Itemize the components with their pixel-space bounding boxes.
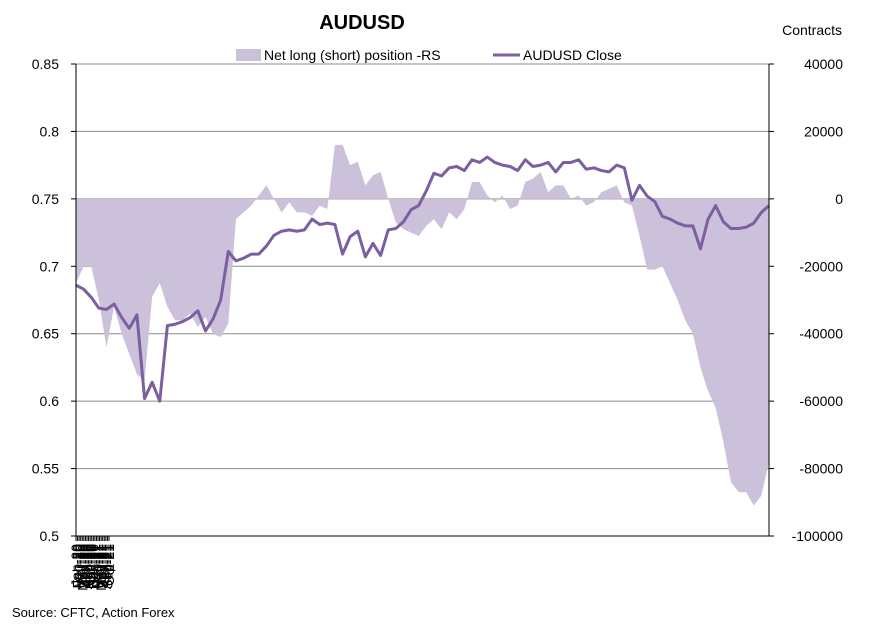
axes xyxy=(75,64,770,537)
left-axis-ticks: 0.5 0.55 0.6 0.65 0.7 0.75 0.8 0.85 xyxy=(32,56,76,544)
x-tick-label: Aug-21 xyxy=(98,544,114,589)
x-tick-label: Oct-21 xyxy=(101,544,117,586)
line-series xyxy=(75,155,770,403)
right-tick-label: 20000 xyxy=(804,123,843,139)
x-tick-label: Dec-20 xyxy=(85,544,101,589)
x-tick-label: Apr-21 xyxy=(92,544,108,586)
x-tick-label: Jun-21 xyxy=(95,544,111,587)
legend: Net long (short) position -RS AUDUSD Clo… xyxy=(236,47,622,63)
x-tick-label: Aug-20 xyxy=(79,544,95,589)
x-tick-label: Jan-21 xyxy=(87,544,103,587)
left-tick-label: 0.6 xyxy=(40,393,60,409)
right-tick-label: -40000 xyxy=(799,326,843,342)
right-tick-label: -80000 xyxy=(799,461,843,477)
legend-swatch-area xyxy=(236,49,261,61)
x-tick-label: Jun-20 xyxy=(76,544,92,587)
x-tick-label: May-21 xyxy=(93,544,109,591)
x-tick-label: Sep-21 xyxy=(99,544,115,589)
x-tick-label: Mar-20 xyxy=(71,544,87,589)
right-axis-title: Contracts xyxy=(782,22,842,38)
x-tick-label: May-20 xyxy=(74,544,90,591)
left-tick-label: 0.85 xyxy=(32,56,59,72)
left-tick-label: 0.65 xyxy=(32,326,59,342)
left-tick-label: 0.8 xyxy=(40,123,60,139)
right-axis-ticks: -100000 -80000 -60000 -40000 -20000 0 20000 400… xyxy=(769,56,843,544)
right-tick-label: 40000 xyxy=(804,56,843,72)
x-tick-label: Oct-20 xyxy=(82,544,98,586)
right-tick-label: -60000 xyxy=(799,393,843,409)
left-tick-label: 0.55 xyxy=(32,461,59,477)
x-tick-label: Jul-21 xyxy=(96,544,112,582)
x-tick-label: Feb-20 xyxy=(70,544,86,589)
legend-label-area: Net long (short) position -RS xyxy=(264,47,441,63)
source-note: Source: CFTC, Action Forex xyxy=(12,605,175,620)
net-position-area xyxy=(76,144,769,506)
left-tick-label: 0.75 xyxy=(32,191,59,207)
right-tick-label: -100000 xyxy=(792,528,844,544)
area-series xyxy=(76,144,769,506)
right-tick-label: 0 xyxy=(835,191,843,207)
chart-title: AUDUSD xyxy=(319,12,405,34)
x-tick-label: Mar-21 xyxy=(90,544,106,589)
x-tick-label: Nov-20 xyxy=(84,544,100,589)
x-tick-label: Jan-20 xyxy=(68,544,84,587)
x-axis-ticks: Jan-20Feb-20Mar-20Apr-20May-20Jun-20Jul-… xyxy=(68,536,117,591)
left-tick-label: 0.7 xyxy=(40,258,60,274)
legend-label-line: AUDUSD Close xyxy=(523,47,622,63)
right-tick-label: -20000 xyxy=(799,258,843,274)
left-tick-label: 0.5 xyxy=(40,528,60,544)
x-tick-label: Apr-20 xyxy=(73,544,89,586)
audusd-close-line xyxy=(75,155,770,403)
x-tick-label: Feb-21 xyxy=(88,544,104,589)
x-tick-label: Jul-20 xyxy=(77,544,93,582)
x-tick-label: Sep-20 xyxy=(81,544,97,589)
